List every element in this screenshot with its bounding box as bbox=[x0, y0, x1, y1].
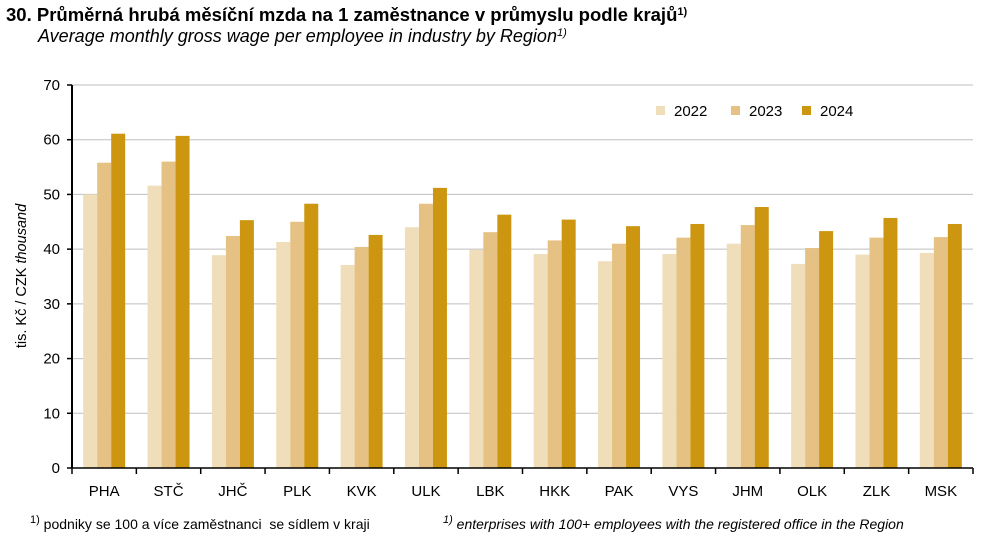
bar-ZLK-2022 bbox=[855, 254, 870, 468]
bar-HKK-2022 bbox=[533, 254, 548, 468]
x-tick-label: ULK bbox=[411, 483, 440, 500]
title-footnote-mark: 1) bbox=[677, 6, 688, 18]
y-axis-label-cz: tis. Kč / CZK bbox=[14, 267, 30, 348]
bar-OLK-2023 bbox=[805, 248, 820, 468]
bar-VYS-2024 bbox=[690, 223, 705, 468]
bar-LBK-2023 bbox=[483, 232, 498, 468]
y-tick-label: 20 bbox=[43, 351, 60, 368]
legend-swatch bbox=[802, 106, 811, 115]
legend-label: 2023 bbox=[749, 103, 782, 120]
y-tick-label: 50 bbox=[43, 186, 60, 203]
footnote-cz-text: podniky se 100 a více zaměstnanci se síd… bbox=[43, 516, 370, 532]
footnote-en-text: enterprises with 100+ employees with the… bbox=[456, 516, 904, 532]
y-tick-labels: 0 10 20 30 40 50 60 70 bbox=[43, 77, 60, 477]
legend: 2022 2023 2024 bbox=[656, 103, 853, 120]
x-tick-label: JHM bbox=[732, 483, 763, 500]
y-tick-label: 40 bbox=[43, 241, 60, 258]
bar-PAK-2022 bbox=[598, 261, 613, 468]
x-tick-label: HKK bbox=[539, 483, 570, 500]
bar-LBK-2022 bbox=[469, 249, 484, 468]
legend-swatch bbox=[656, 106, 665, 115]
legend-label: 2022 bbox=[674, 103, 707, 120]
x-tick-label: STČ bbox=[154, 483, 184, 500]
bar-KVK-2024 bbox=[368, 234, 383, 468]
bar-STČ-2024 bbox=[175, 135, 190, 469]
x-tick-label: JHČ bbox=[218, 483, 247, 500]
bar-JHM-2023 bbox=[740, 225, 755, 468]
legend-item-2024: 2024 bbox=[802, 103, 853, 120]
footnote-cz: 1) podniky se 100 a více zaměstnanci se … bbox=[30, 514, 370, 532]
bar-KVK-2022 bbox=[340, 265, 355, 468]
y-tick-label: 10 bbox=[43, 405, 60, 422]
gridlines bbox=[72, 84, 973, 414]
legend-swatch bbox=[731, 106, 740, 115]
bar-MSK-2022 bbox=[919, 252, 934, 468]
y-axis-label: tis. Kč / CZK thousand bbox=[14, 203, 30, 348]
y-axis-label-en: thousand bbox=[14, 203, 30, 264]
bar-ULK-2022 bbox=[404, 227, 419, 468]
bar-PAK-2023 bbox=[612, 243, 627, 468]
bar-PAK-2024 bbox=[626, 226, 641, 468]
legend-item-2022: 2022 bbox=[656, 103, 707, 120]
subtitle-footnote-mark: 1) bbox=[556, 27, 567, 39]
bar-PLK-2022 bbox=[276, 242, 291, 468]
bar-MSK-2023 bbox=[933, 237, 948, 468]
bar-JHČ-2022 bbox=[211, 255, 226, 468]
bar-JHČ-2023 bbox=[225, 236, 240, 468]
bar-HKK-2023 bbox=[547, 240, 562, 468]
chart-title: 30. Průměrná hrubá měsíční mzda na 1 zam… bbox=[6, 4, 687, 26]
bar-STČ-2022 bbox=[147, 185, 162, 468]
bar-HKK-2024 bbox=[561, 219, 576, 468]
chart-title-text: 30. Průměrná hrubá měsíční mzda na 1 zam… bbox=[6, 4, 678, 25]
x-tick-label: MSK bbox=[925, 483, 958, 500]
x-tick-label: PAK bbox=[605, 483, 634, 500]
bar-ULK-2024 bbox=[432, 187, 447, 468]
y-tick-label: 0 bbox=[52, 460, 60, 477]
chart-subtitle-text: Average monthly gross wage per employee … bbox=[38, 26, 557, 46]
y-tick-label: 70 bbox=[43, 77, 60, 94]
bar-OLK-2024 bbox=[819, 231, 834, 468]
x-tick-label: PHA bbox=[89, 483, 120, 500]
bar-ZLK-2023 bbox=[869, 237, 884, 468]
x-tick-label: PLK bbox=[283, 483, 311, 500]
x-tick-label: ZLK bbox=[863, 483, 891, 500]
x-tick-label: OLK bbox=[797, 483, 827, 500]
bar-MSK-2024 bbox=[947, 223, 962, 468]
bar-PHA-2024 bbox=[111, 133, 126, 468]
axes bbox=[67, 84, 974, 474]
bar-JHM-2022 bbox=[726, 243, 741, 468]
x-tick-label: VYS bbox=[668, 483, 698, 500]
footnote-cz-mark: 1) bbox=[30, 514, 40, 526]
bar-JHM-2024 bbox=[754, 207, 769, 468]
x-tick-label: LBK bbox=[476, 483, 504, 500]
x-tick-label: KVK bbox=[347, 483, 377, 500]
bar-VYS-2023 bbox=[676, 237, 691, 468]
bar-PHA-2023 bbox=[97, 162, 112, 469]
bar-PHA-2022 bbox=[83, 194, 98, 468]
x-tick-labels: PHA STČ JHČ PLK KVK ULK LBK HKK PAK VYS JHM OLK ZLK M… bbox=[89, 483, 957, 500]
bar-ULK-2023 bbox=[418, 203, 433, 469]
bar-OLK-2022 bbox=[791, 263, 806, 468]
y-tick-label: 60 bbox=[43, 132, 60, 149]
bar-VYS-2022 bbox=[662, 254, 677, 468]
footnote-en-mark: 1) bbox=[443, 514, 453, 526]
legend-item-2023: 2023 bbox=[731, 103, 782, 120]
chart-subtitle: Average monthly gross wage per employee … bbox=[38, 26, 567, 47]
y-tick-label: 30 bbox=[43, 296, 60, 313]
legend-label: 2024 bbox=[820, 103, 853, 120]
bar-LBK-2024 bbox=[497, 214, 512, 468]
footnote-en: 1) enterprises with 100+ employees with … bbox=[443, 514, 904, 532]
bar-PLK-2024 bbox=[304, 203, 319, 469]
bars bbox=[83, 133, 962, 469]
bar-JHČ-2024 bbox=[239, 220, 254, 468]
bar-KVK-2023 bbox=[354, 246, 369, 468]
bar-ZLK-2024 bbox=[883, 217, 898, 468]
bar-PLK-2023 bbox=[290, 221, 305, 468]
bar-STČ-2023 bbox=[161, 161, 176, 468]
